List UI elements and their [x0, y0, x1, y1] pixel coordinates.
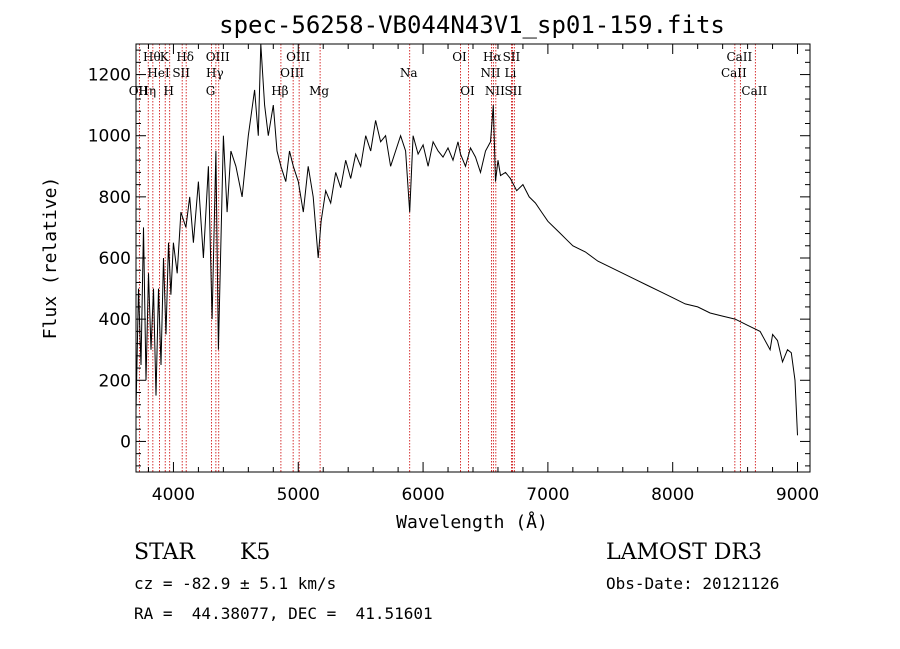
spectrum-line	[135, 43, 798, 436]
object-subclass: K5	[240, 540, 271, 565]
y-tick-label: 200	[99, 371, 131, 391]
y-tick-label: 1200	[88, 66, 131, 86]
x-tick-label: 5000	[277, 485, 320, 505]
emission-line-label: Hθ	[143, 50, 161, 64]
emission-line-label: OI	[460, 84, 475, 98]
emission-line-label: SII	[504, 84, 522, 98]
emission-line-label: Hγ	[206, 66, 224, 80]
emission-line-label: CaII	[741, 84, 767, 98]
emission-line-label: H	[163, 84, 173, 98]
emission-line-label: OIII	[206, 50, 230, 64]
emission-line-label: OIII	[286, 50, 310, 64]
y-axis-label: Flux (relative)	[40, 177, 61, 340]
x-tick-label: 9000	[776, 485, 819, 505]
x-tick-label: 8000	[651, 485, 694, 505]
emission-line-label: Li	[505, 66, 517, 80]
y-tick-label: 1000	[88, 127, 131, 147]
y-tick-label: 400	[99, 310, 131, 330]
x-tick-label: 6000	[401, 485, 444, 505]
emission-line-label: NII	[480, 66, 500, 80]
chart-title: spec-56258-VB044N43V1_sp01-159.fits	[219, 11, 725, 39]
emission-line-label: SII	[172, 66, 190, 80]
emission-line-label: Hη	[138, 84, 156, 98]
emission-line-label: Hβ	[271, 84, 288, 98]
x-axis-ticks: 4000 5000 6000 7000 8000 9000	[147, 44, 819, 505]
emission-line-label: OI	[452, 50, 467, 64]
x-axis-label: Wavelength (Å)	[396, 511, 548, 533]
y-axis-ticks: 0 200 400 600 800 1000 1200	[88, 49, 810, 467]
emission-line-label: G	[206, 84, 216, 98]
x-tick-label: 4000	[152, 485, 195, 505]
y-tick-label: 0	[120, 432, 131, 452]
emission-line-label: OIII	[280, 66, 304, 80]
emission-line-label: Hα	[483, 50, 502, 64]
ra-dec: RA = 44.38077, DEC = 41.51601	[134, 604, 433, 623]
object-class: STAR	[134, 540, 195, 565]
plot-frame	[135, 43, 811, 473]
emission-line-label: Na	[400, 66, 418, 80]
emission-line-label: SII	[503, 50, 521, 64]
emission-line-label: K	[160, 50, 170, 64]
emission-line-label: HeI	[147, 66, 170, 80]
observation-date: Obs-Date: 20121126	[606, 574, 780, 593]
emission-line-label: NII	[485, 84, 505, 98]
emission-line-markers	[138, 44, 756, 472]
survey-name: LAMOST DR3	[606, 540, 762, 565]
emission-line-label: CaII	[726, 50, 752, 64]
emission-line-label: Mg	[309, 84, 329, 98]
y-tick-label: 600	[99, 249, 131, 269]
emission-line-label: OII	[129, 84, 149, 98]
y-tick-label: 800	[99, 188, 131, 208]
emission-line-label: Hδ	[176, 50, 194, 64]
x-tick-label: 7000	[526, 485, 569, 505]
emission-line-label: CaII	[721, 66, 747, 80]
redshift-cz: cz = -82.9 ± 5.1 km/s	[134, 574, 337, 593]
